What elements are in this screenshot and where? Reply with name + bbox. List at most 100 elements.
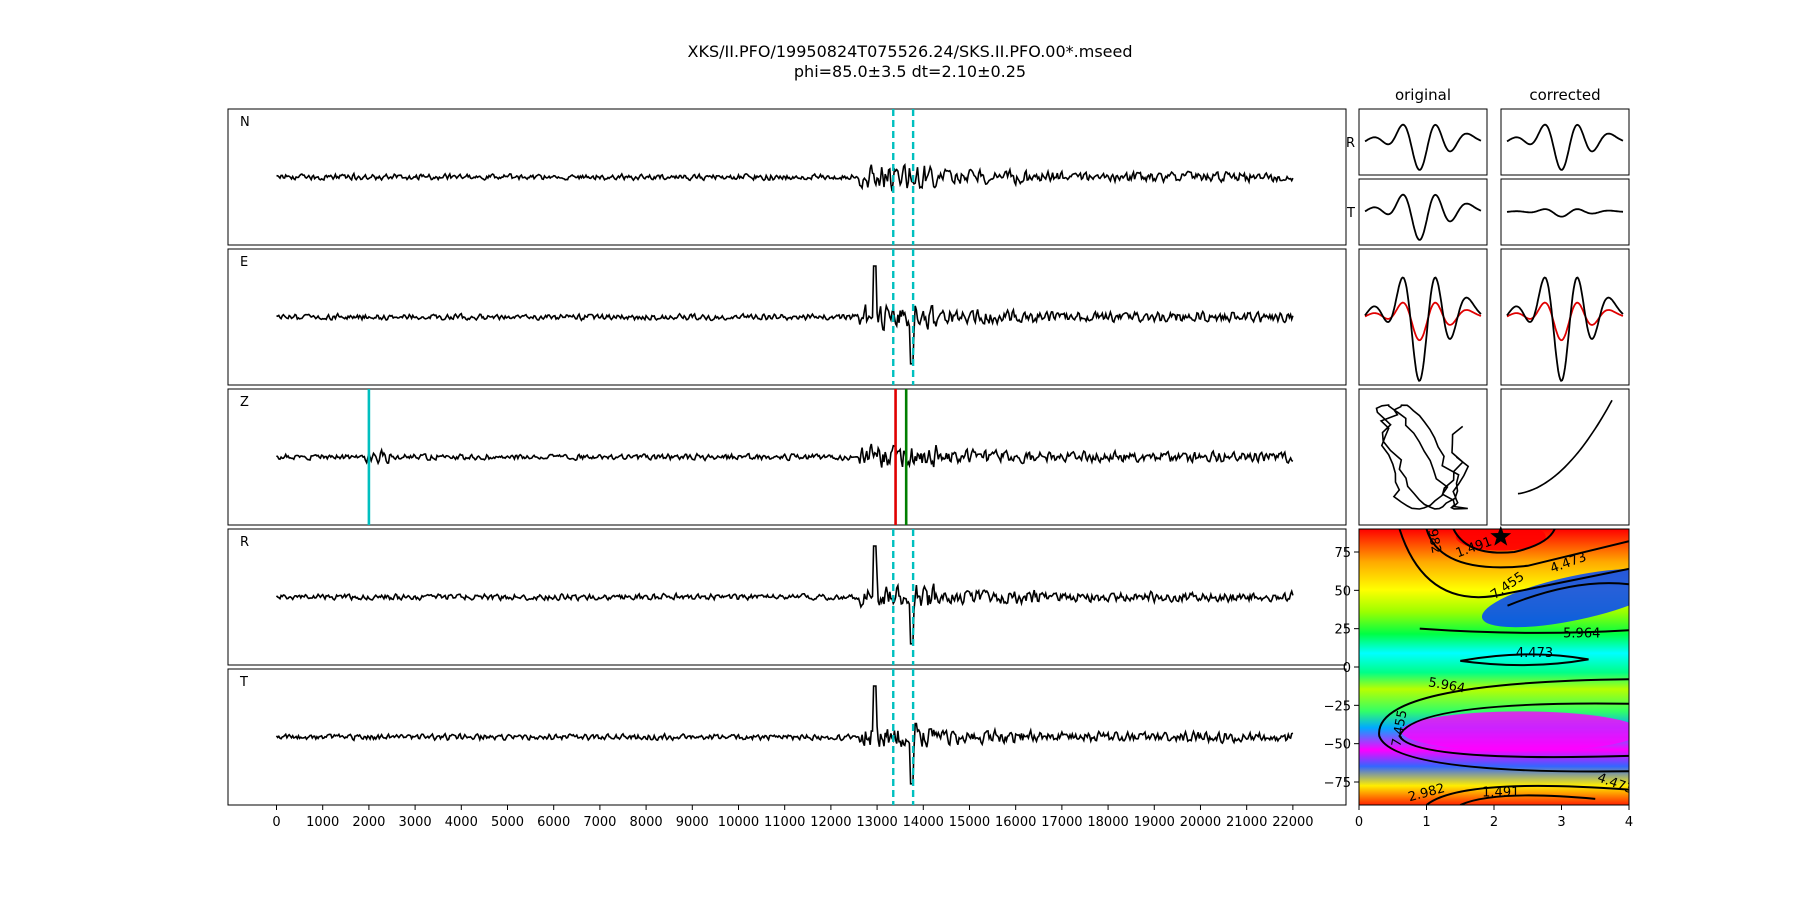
particle-motion-path [1517, 399, 1613, 495]
x-tick-label: 2000 [352, 815, 385, 830]
trace-panel-e: E [227, 248, 1347, 386]
x-tick-label: 9000 [676, 815, 709, 830]
x-tick-label: 8000 [630, 815, 663, 830]
x-tick-label: 13000 [856, 815, 897, 830]
figure-title: XKS/II.PFO/19950824T075526.24/SKS.II.PFO… [688, 42, 1133, 61]
row-label: T [1346, 206, 1355, 221]
trace-label: Z [240, 395, 249, 410]
trace-label: T [239, 675, 248, 690]
pm-panel [1358, 248, 1488, 386]
particle-motion-path [1375, 404, 1470, 510]
best-fit-star [1490, 525, 1512, 546]
component-wave [1364, 193, 1482, 241]
surface-y-label: 50 [1334, 584, 1351, 599]
pm-panel [1500, 388, 1630, 526]
x-tick-label: 18000 [1087, 815, 1128, 830]
contour-line [1378, 678, 1629, 773]
panel-frame [227, 388, 1347, 526]
trace-line [276, 163, 1294, 192]
panel-frame [227, 528, 1347, 666]
row-label: R [1346, 136, 1355, 151]
trace-line [275, 545, 1294, 645]
panel-frame [1358, 108, 1488, 176]
trace-line [275, 685, 1294, 785]
component-wave [1506, 208, 1624, 218]
pm-panel [1500, 248, 1630, 386]
column-title: corrected [1529, 86, 1600, 104]
contour-line [1425, 529, 1629, 569]
contour-label: 5.964 [1563, 626, 1600, 641]
surface-x-label: 2 [1490, 815, 1498, 830]
contour-label: 1.491 [1482, 786, 1519, 801]
surface-colormap [1359, 529, 1629, 805]
seismogram-panels: N E Z R T [227, 108, 1347, 806]
x-tick-label: 6000 [537, 815, 570, 830]
contour-line [1460, 653, 1589, 667]
x-tick-label: 4000 [445, 815, 478, 830]
particle-motion-grid: original corrected R T [1346, 86, 1630, 526]
panel-frame [227, 108, 1347, 246]
pm-panel [1500, 178, 1630, 246]
trace-panel-r: R [227, 528, 1347, 666]
trace-x-axis: 0 1000 2000 3000 4000 5000 6000 7000 8000 9000 100… [272, 805, 1314, 830]
error-surface-panel: 1.4912.9824.4737.4555.9644.4735.9647.455… [1324, 525, 1633, 830]
x-tick-label: 3000 [399, 815, 432, 830]
figure-subtitle: phi=85.0±3.5 dt=2.10±0.25 [794, 62, 1026, 81]
contour-line [1425, 784, 1629, 805]
fast-wave [1506, 276, 1624, 382]
x-tick-label: 17000 [1041, 815, 1082, 830]
surface-blob-magenta [1401, 711, 1629, 752]
surface-x-label: 1 [1422, 815, 1430, 830]
contour-label: 5.964 [1427, 675, 1466, 696]
panel-frame [1500, 108, 1630, 176]
panel-frame [1358, 248, 1488, 386]
x-tick-label: 10000 [718, 815, 759, 830]
x-tick-label: 14000 [903, 815, 944, 830]
x-tick-label: 22000 [1272, 815, 1313, 830]
panel-frame [1358, 388, 1488, 526]
trace-panel-z: Z [227, 388, 1347, 526]
surface-x-label: 0 [1355, 815, 1363, 830]
fast-wave [1364, 276, 1482, 382]
x-tick-label: 19000 [1134, 815, 1175, 830]
x-tick-label: 21000 [1226, 815, 1267, 830]
trace-label: N [240, 115, 250, 130]
panel-frame [227, 668, 1347, 806]
surface-body: 1.4912.9824.4737.4555.9644.4735.9647.455… [1359, 529, 1629, 805]
column-title: original [1395, 86, 1451, 104]
trace-panel-n: N [227, 108, 1347, 246]
contour-line [1419, 627, 1629, 634]
surface-x-label: 4 [1625, 815, 1633, 830]
x-tick-label: 16000 [995, 815, 1036, 830]
pm-panel [1358, 388, 1488, 526]
x-tick-label: 0 [272, 815, 280, 830]
contour-line [1452, 529, 1556, 554]
x-tick-label: 5000 [491, 815, 524, 830]
trace-line [275, 443, 1294, 469]
x-tick-label: 11000 [764, 815, 805, 830]
pm-panel [1358, 108, 1488, 176]
component-wave [1364, 123, 1482, 171]
slow-wave [1506, 301, 1624, 342]
surface-y-label: 75 [1334, 546, 1351, 561]
trace-label: R [240, 535, 249, 550]
contour-label: 4.473 [1516, 646, 1553, 661]
trace-panel-t: T [227, 668, 1347, 806]
x-tick-label: 1000 [306, 815, 339, 830]
surface-y-label: 0 [1343, 661, 1351, 676]
surface-y-label: −25 [1324, 699, 1351, 714]
panel-frame [1500, 248, 1630, 386]
contour-line [1507, 582, 1629, 607]
panel-frame [1500, 178, 1630, 246]
panel-frame [227, 248, 1347, 386]
x-tick-label: 15000 [949, 815, 990, 830]
component-wave [1506, 123, 1624, 171]
panel-frame [1500, 388, 1630, 526]
surface-y-label: −75 [1324, 776, 1351, 791]
trace-line [276, 265, 1294, 365]
pm-panel [1500, 108, 1630, 176]
surface-y-label: −50 [1324, 738, 1351, 753]
slow-wave [1364, 301, 1482, 342]
panel-frame [1358, 178, 1488, 246]
